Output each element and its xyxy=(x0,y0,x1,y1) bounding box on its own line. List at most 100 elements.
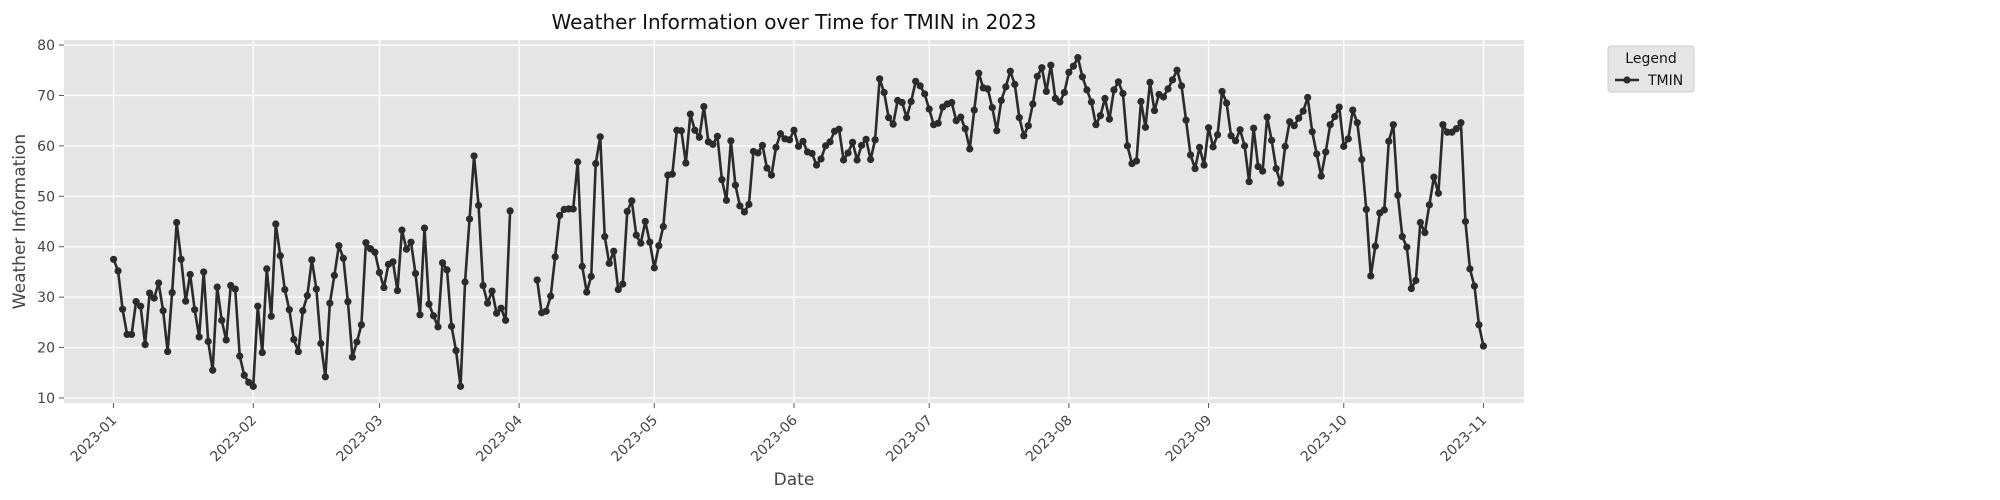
x-tick-label: 2023-10 xyxy=(1298,413,1351,466)
tmin-data-point xyxy=(218,316,226,324)
tmin-data-point xyxy=(1204,124,1213,132)
tmin-data-point xyxy=(1056,98,1064,106)
tmin-data-point xyxy=(137,302,145,310)
tmin-data-point xyxy=(1078,73,1086,81)
tmin-data-point xyxy=(907,97,915,106)
tmin-data-point xyxy=(1092,121,1100,129)
tmin-data-point xyxy=(209,366,217,374)
x-tick-label: 2023-11 xyxy=(1438,413,1491,466)
tmin-data-point xyxy=(1011,80,1019,88)
tmin-data-point xyxy=(1340,142,1348,150)
tmin-data-point xyxy=(727,137,735,145)
tmin-data-point xyxy=(758,141,767,149)
tmin-data-point xyxy=(317,339,325,348)
tmin-data-point xyxy=(1403,243,1411,251)
tmin-data-point xyxy=(1367,272,1375,280)
tmin-data-point xyxy=(1421,228,1429,237)
tmin-data-point xyxy=(569,205,577,213)
tmin-data-point xyxy=(925,105,933,113)
tmin-data-point xyxy=(272,220,280,228)
tmin-data-point xyxy=(754,149,762,157)
tmin-data-point xyxy=(1146,78,1154,86)
tmin-data-point xyxy=(700,102,708,111)
tmin-data-point xyxy=(488,287,496,295)
tmin-data-point xyxy=(1105,115,1114,123)
tmin-data-point xyxy=(677,127,685,135)
tmin-data-point xyxy=(1425,201,1433,209)
tmin-data-point xyxy=(1114,78,1123,86)
tmin-data-point xyxy=(889,120,897,128)
tmin-data-point xyxy=(465,215,474,223)
tmin-data-point xyxy=(164,347,172,356)
tmin-data-point xyxy=(1141,123,1150,131)
tmin-data-point xyxy=(1002,83,1010,91)
x-tick-label: 2023-01 xyxy=(68,413,121,466)
tmin-data-point xyxy=(362,239,370,247)
tmin-data-point xyxy=(204,337,212,346)
tmin-data-point xyxy=(1385,137,1393,145)
tmin-data-point xyxy=(1313,150,1321,158)
tmin-data-point xyxy=(1033,72,1041,80)
tmin-data-point xyxy=(1222,99,1231,107)
tmin-data-point xyxy=(1209,143,1217,151)
tmin-data-point xyxy=(957,113,965,121)
x-tick-label: 2023-07 xyxy=(883,413,936,466)
tmin-data-point xyxy=(173,218,181,227)
tmin-data-point xyxy=(294,347,302,356)
tmin-data-point xyxy=(794,142,803,150)
tmin-data-point xyxy=(393,286,402,295)
tmin-data-point xyxy=(1006,67,1014,75)
tmin-data-point xyxy=(583,288,591,296)
x-tick-label: 2023-09 xyxy=(1163,413,1216,466)
y-tick-label: 10 xyxy=(37,391,55,407)
tmin-data-point xyxy=(1371,242,1379,250)
tmin-data-point xyxy=(966,145,974,153)
tmin-data-point xyxy=(637,239,645,247)
x-tick-label: 2023-03 xyxy=(334,413,387,466)
tmin-data-point xyxy=(132,298,140,306)
tmin-data-point xyxy=(885,114,893,122)
tmin-data-point xyxy=(835,125,843,133)
tmin-data-point xyxy=(186,270,194,279)
tmin-data-point xyxy=(988,103,996,112)
tmin-data-point xyxy=(628,197,636,205)
tmin-data-point xyxy=(1159,93,1168,101)
x-tick-label: 2023-08 xyxy=(1023,413,1076,466)
tmin-data-point xyxy=(659,222,667,231)
tmin-data-point xyxy=(745,200,753,208)
tmin-data-point xyxy=(799,137,807,145)
tmin-data-point xyxy=(817,155,825,163)
tmin-data-point xyxy=(1060,88,1068,97)
y-tick-label: 20 xyxy=(37,341,55,357)
legend-entry-tmin: TMIN xyxy=(1647,73,1683,89)
tmin-data-point xyxy=(1213,131,1222,139)
tmin-data-point xyxy=(1439,121,1447,129)
tmin-data-point xyxy=(1322,148,1330,156)
y-tick-label: 30 xyxy=(37,290,55,306)
tmin-data-point xyxy=(695,133,703,141)
y-axis-label: Weather Information xyxy=(10,134,30,309)
tmin-data-point xyxy=(375,268,384,277)
tmin-data-point xyxy=(1200,161,1208,169)
tmin-data-point xyxy=(1042,87,1050,96)
tmin-data-point xyxy=(1020,132,1028,140)
tmin-data-point xyxy=(1304,93,1312,102)
tmin-data-point xyxy=(1047,61,1055,69)
tmin-data-point xyxy=(1164,85,1172,93)
tmin-data-point xyxy=(1123,142,1132,150)
tmin-data-point xyxy=(146,289,154,297)
tmin-data-point xyxy=(483,299,492,307)
tmin-data-point xyxy=(601,233,609,241)
tmin-data-point xyxy=(903,114,911,122)
tmin-data-point xyxy=(1281,142,1289,150)
tmin-data-point xyxy=(290,335,298,344)
tmin-data-point xyxy=(434,323,442,331)
tmin-data-point xyxy=(339,254,347,262)
tmin-data-point xyxy=(1024,122,1032,130)
tmin-data-point xyxy=(1479,342,1488,350)
tmin-data-point xyxy=(1096,112,1105,120)
tmin-data-point xyxy=(447,322,456,330)
tmin-data-point xyxy=(1065,68,1073,76)
tmin-data-point xyxy=(997,96,1005,105)
tmin-data-point xyxy=(1177,82,1186,90)
